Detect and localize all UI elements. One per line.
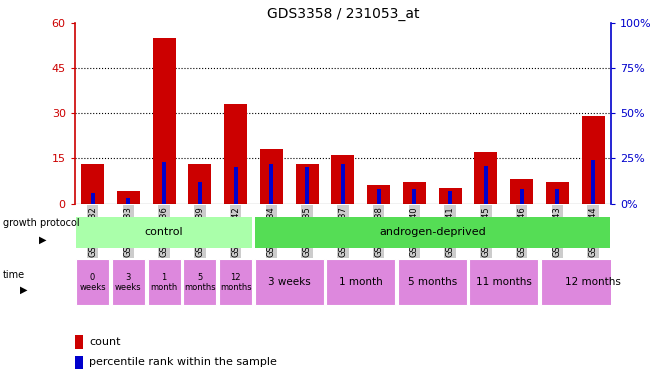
- Bar: [117, 192, 140, 204]
- Bar: [153, 38, 176, 204]
- Bar: [188, 164, 211, 204]
- Bar: [474, 152, 497, 204]
- Text: growth protocol: growth protocol: [3, 218, 80, 228]
- Bar: [233, 167, 238, 204]
- Title: GDS3358 / 231053_at: GDS3358 / 231053_at: [266, 7, 419, 21]
- Bar: [412, 189, 417, 204]
- Bar: [269, 164, 274, 204]
- Bar: [260, 149, 283, 204]
- Text: 12 months: 12 months: [566, 277, 621, 287]
- Text: 3 weeks: 3 weeks: [268, 277, 311, 287]
- Bar: [555, 189, 560, 204]
- Bar: [510, 179, 533, 204]
- FancyBboxPatch shape: [183, 259, 216, 305]
- Bar: [591, 160, 595, 204]
- FancyBboxPatch shape: [76, 259, 109, 305]
- Bar: [305, 167, 309, 204]
- FancyBboxPatch shape: [255, 217, 610, 248]
- Bar: [81, 164, 104, 204]
- Bar: [224, 104, 247, 204]
- Bar: [75, 335, 83, 349]
- FancyBboxPatch shape: [398, 259, 467, 305]
- FancyBboxPatch shape: [326, 259, 395, 305]
- Text: 1
month: 1 month: [151, 273, 177, 292]
- FancyBboxPatch shape: [541, 259, 645, 305]
- Bar: [367, 185, 390, 204]
- Text: time: time: [3, 270, 25, 280]
- FancyBboxPatch shape: [219, 259, 252, 305]
- Text: 12
months: 12 months: [220, 273, 252, 292]
- Text: 3
weeks: 3 weeks: [115, 273, 142, 292]
- Text: control: control: [145, 227, 183, 237]
- Text: 0
weeks: 0 weeks: [79, 273, 106, 292]
- Text: 5
months: 5 months: [184, 273, 216, 292]
- Bar: [75, 356, 83, 369]
- Bar: [448, 191, 452, 204]
- Bar: [126, 198, 131, 204]
- Bar: [484, 166, 488, 204]
- FancyBboxPatch shape: [112, 259, 145, 305]
- FancyBboxPatch shape: [148, 259, 181, 305]
- Bar: [198, 182, 202, 204]
- Text: 5 months: 5 months: [408, 277, 457, 287]
- Bar: [439, 189, 462, 204]
- FancyBboxPatch shape: [255, 259, 324, 305]
- Bar: [376, 189, 381, 204]
- Text: count: count: [89, 337, 121, 347]
- Text: ▶: ▶: [20, 285, 27, 295]
- Text: androgen-deprived: androgen-deprived: [379, 227, 486, 237]
- Text: ▶: ▶: [39, 235, 47, 245]
- Bar: [341, 164, 345, 204]
- Text: 1 month: 1 month: [339, 277, 383, 287]
- Bar: [519, 189, 524, 204]
- FancyBboxPatch shape: [76, 217, 252, 248]
- Bar: [296, 164, 318, 204]
- Bar: [332, 156, 354, 204]
- Bar: [90, 193, 95, 204]
- Bar: [582, 116, 604, 204]
- Bar: [162, 162, 166, 204]
- Text: percentile rank within the sample: percentile rank within the sample: [89, 358, 277, 367]
- Text: 11 months: 11 months: [476, 277, 532, 287]
- Bar: [546, 182, 569, 204]
- Bar: [403, 182, 426, 204]
- FancyBboxPatch shape: [469, 259, 538, 305]
